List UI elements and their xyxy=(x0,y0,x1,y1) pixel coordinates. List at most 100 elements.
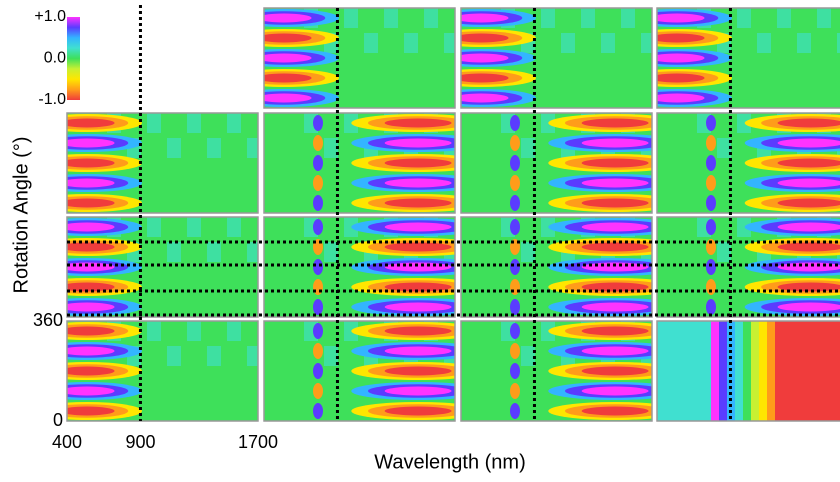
panel-border xyxy=(460,112,653,214)
checker xyxy=(444,33,455,53)
blob xyxy=(384,242,452,252)
checker xyxy=(717,138,731,158)
blob xyxy=(264,53,312,63)
checker xyxy=(641,33,652,53)
blob xyxy=(777,158,840,168)
checker xyxy=(561,33,575,53)
checker xyxy=(344,113,358,133)
blob xyxy=(461,93,509,103)
blob xyxy=(581,406,649,416)
blob xyxy=(581,326,649,336)
panel-border xyxy=(460,216,653,318)
blob xyxy=(384,326,452,336)
band xyxy=(657,321,711,421)
blob xyxy=(581,138,649,148)
blob xyxy=(67,406,115,416)
node xyxy=(510,323,520,339)
panel-grid xyxy=(66,7,840,422)
panel-border xyxy=(263,216,456,318)
checker xyxy=(187,113,201,133)
panel xyxy=(67,113,258,213)
checker xyxy=(147,217,161,237)
blob xyxy=(264,93,312,103)
band xyxy=(711,321,719,421)
node xyxy=(313,383,323,399)
node xyxy=(706,175,716,191)
node xyxy=(510,155,520,171)
node xyxy=(313,175,323,191)
checker xyxy=(541,113,555,133)
blob xyxy=(67,326,115,336)
blob xyxy=(264,73,312,83)
checker xyxy=(227,217,241,237)
panel-border xyxy=(263,7,456,109)
node xyxy=(706,239,716,255)
checker xyxy=(167,346,181,366)
colorbar xyxy=(67,17,80,100)
node xyxy=(313,363,323,379)
blob xyxy=(777,118,840,128)
blob xyxy=(384,282,452,292)
blob xyxy=(581,222,649,232)
node xyxy=(313,279,323,295)
x-axis-label: Wavelength (nm) xyxy=(374,451,526,473)
node xyxy=(313,115,323,131)
blob xyxy=(581,242,649,252)
panel-border xyxy=(460,320,653,422)
blob xyxy=(384,346,452,356)
band xyxy=(759,321,767,421)
node xyxy=(706,279,716,295)
band xyxy=(751,321,759,421)
y-tick-label: 0 xyxy=(53,410,63,430)
panel xyxy=(67,321,258,421)
node xyxy=(706,219,716,235)
checker xyxy=(207,242,221,262)
blob xyxy=(67,282,115,292)
node xyxy=(510,135,520,151)
node xyxy=(313,403,323,419)
blob xyxy=(581,178,649,188)
panel-border xyxy=(66,216,259,318)
checker xyxy=(384,8,398,28)
blob xyxy=(777,222,840,232)
blob xyxy=(67,386,115,396)
blob xyxy=(384,158,452,168)
panel-border xyxy=(656,112,840,214)
panel xyxy=(264,113,455,213)
colorbar-tick-label: +1.0 xyxy=(34,8,66,25)
blob xyxy=(67,118,115,128)
blob xyxy=(67,262,115,272)
panel-border xyxy=(656,7,840,109)
checker xyxy=(324,346,338,366)
blob xyxy=(67,198,115,208)
checker xyxy=(797,33,811,53)
band xyxy=(735,321,743,421)
panel xyxy=(657,113,840,213)
band xyxy=(743,321,751,421)
panel-border xyxy=(656,320,840,422)
checker xyxy=(601,33,615,53)
blob xyxy=(264,13,312,23)
node xyxy=(313,219,323,235)
blob xyxy=(777,242,840,252)
node xyxy=(510,195,520,211)
blob xyxy=(777,302,840,312)
node xyxy=(313,343,323,359)
blob xyxy=(581,198,649,208)
blob xyxy=(67,222,115,232)
node xyxy=(706,195,716,211)
node xyxy=(706,259,716,275)
panel xyxy=(461,217,652,317)
panel xyxy=(657,321,840,421)
blob xyxy=(67,178,115,188)
checker xyxy=(344,321,358,341)
overlay xyxy=(67,5,840,421)
checker xyxy=(324,138,338,158)
blob xyxy=(384,138,452,148)
y-tick-label: 360 xyxy=(33,310,63,330)
blob xyxy=(657,33,705,43)
blob xyxy=(67,366,115,376)
blob xyxy=(581,282,649,292)
blob xyxy=(461,53,509,63)
checker xyxy=(757,33,771,53)
